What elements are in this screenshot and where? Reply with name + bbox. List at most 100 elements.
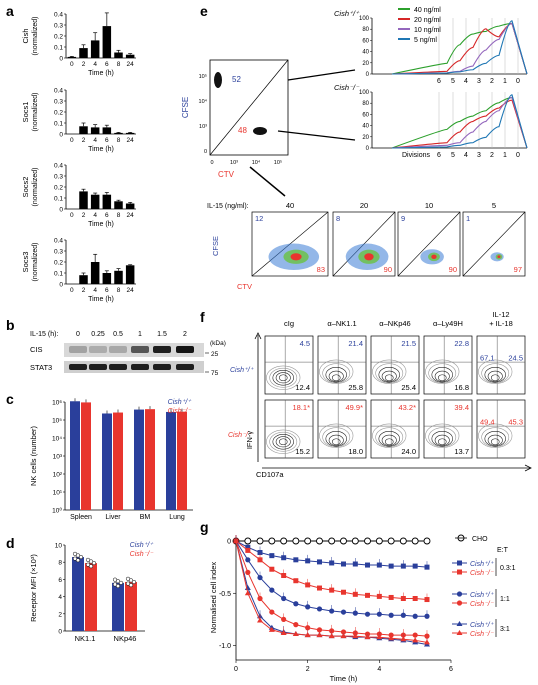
- gate-value-lower: 83: [317, 265, 325, 274]
- x-tick-label: 24: [127, 287, 135, 294]
- x-tick-label: 0: [210, 160, 213, 166]
- marker-square: [316, 559, 322, 565]
- marker-triangle: [412, 637, 419, 643]
- contour-ring: [434, 434, 450, 446]
- marker-square: [400, 563, 406, 569]
- column-header: α–NK1.1: [327, 319, 356, 328]
- bar: [125, 265, 135, 284]
- legend-genotype: Cish⁺/⁺: [470, 561, 495, 568]
- bar: [145, 409, 155, 510]
- marker-triangle: [423, 639, 430, 645]
- quadrant-value-bottom: 16.8: [454, 383, 469, 392]
- bar: [125, 54, 135, 58]
- y-tick-label: 0: [227, 539, 231, 546]
- bar: [70, 401, 80, 510]
- bar: [79, 275, 88, 284]
- y-tick-label: 8: [58, 560, 62, 567]
- y-tick-label: 0.4: [54, 12, 63, 19]
- y-axis-label: NK cells (number): [29, 425, 38, 486]
- y-tick-label: 0: [366, 72, 370, 78]
- marker-circle: [257, 574, 263, 581]
- y-axis-label: Socs3: [21, 252, 30, 273]
- panel-letter-d: d: [6, 535, 15, 551]
- legend-marker: [456, 630, 463, 635]
- genotype-label: Cish⁻/⁻: [334, 83, 360, 92]
- contour-ring: [331, 374, 341, 382]
- blot-row-label: CIS: [30, 345, 43, 354]
- y-tick-label: 6: [58, 577, 62, 584]
- blot-row-label: STAT3: [30, 363, 52, 372]
- contour-ring: [269, 431, 298, 452]
- bar: [85, 563, 97, 631]
- x-tick-label: 2: [82, 287, 86, 294]
- y-tick-label: 0.3: [54, 99, 63, 106]
- bar: [114, 132, 123, 134]
- marker-circle: [316, 627, 323, 633]
- y-tick-label: 10³: [199, 124, 207, 130]
- legend-label: 10 ng/ml: [414, 27, 441, 34]
- x-tick-label: 6: [449, 666, 453, 673]
- bar: [125, 203, 135, 209]
- marker-circle: [269, 609, 275, 615]
- marker-open-circle: [340, 537, 347, 545]
- contour-ring: [328, 434, 344, 446]
- marker-circle: [245, 557, 251, 563]
- division-tick-label: 0: [516, 78, 520, 85]
- marker-square: [281, 573, 287, 578]
- marker-open-circle: [268, 537, 276, 545]
- quadrant-value-bottom: 18.0: [348, 447, 363, 456]
- blot-lane-label: 2: [183, 331, 187, 338]
- division-tick-label: 1: [503, 152, 507, 159]
- flow-plot-frame: [317, 399, 367, 459]
- x-tick-label: 10³: [230, 160, 238, 166]
- contour-ring: [428, 363, 457, 384]
- blot-lane-label: 1.5: [157, 331, 167, 338]
- marker-triangle: [268, 626, 275, 632]
- il15-label: IL-15 (ng/ml):: [207, 203, 249, 210]
- marker-triangle: [257, 617, 264, 623]
- cell-cluster: [253, 127, 267, 135]
- quadrant-value-top: 21.5: [401, 339, 416, 348]
- division-tick-label: 4: [464, 78, 468, 85]
- marker-open-circle: [423, 537, 431, 545]
- bar: [134, 409, 144, 510]
- division-tick-label: 2: [490, 152, 494, 159]
- histogram-curve: [391, 96, 528, 149]
- marker-circle: [281, 616, 287, 623]
- genotype-label: Cish⁺/⁺: [334, 9, 360, 18]
- bar: [114, 270, 123, 284]
- marker-square: [245, 544, 251, 550]
- x-tick-label: 0: [70, 212, 74, 219]
- marker-circle: [424, 613, 430, 619]
- marker-square: [257, 550, 263, 555]
- quadrant-value-right: 24.5: [508, 353, 523, 362]
- y-axis-label: Cish: [21, 28, 30, 43]
- quadrant-value-right: 45.3: [508, 417, 523, 426]
- marker-square: [269, 553, 275, 559]
- marker-open-circle: [351, 537, 359, 545]
- gate-value-upper: 12: [255, 214, 263, 223]
- column-header: cIg: [284, 319, 294, 328]
- marker-open-circle: [292, 537, 300, 545]
- quadrant-value-top: 18.1*: [292, 403, 310, 412]
- ratio-label: 1:1: [500, 596, 510, 603]
- diagonal-gate: [209, 59, 289, 156]
- quadrant-value-top: 49.9*: [345, 403, 363, 412]
- marker-triangle: [280, 630, 287, 635]
- quadrant-value-left: 49.4: [480, 417, 495, 426]
- arrowhead: [254, 332, 262, 340]
- x-tick-label: 4: [377, 666, 381, 673]
- quadrant-value-bottom: 12.4: [295, 383, 310, 392]
- quadrant-value-top: 21.4: [348, 339, 363, 348]
- bar: [67, 56, 77, 58]
- legend-marker: [457, 560, 462, 566]
- marker-square: [376, 562, 382, 568]
- y-axis-label: Socs2: [21, 177, 30, 198]
- contour-ring: [278, 374, 288, 382]
- histogram-curve: [391, 94, 528, 149]
- marker-label: 25: [211, 351, 219, 358]
- x-axis-label: Time (h): [88, 146, 114, 153]
- histogram-curve: [391, 22, 528, 75]
- marker-circle: [305, 604, 311, 610]
- x-tick-label: 24: [127, 212, 135, 219]
